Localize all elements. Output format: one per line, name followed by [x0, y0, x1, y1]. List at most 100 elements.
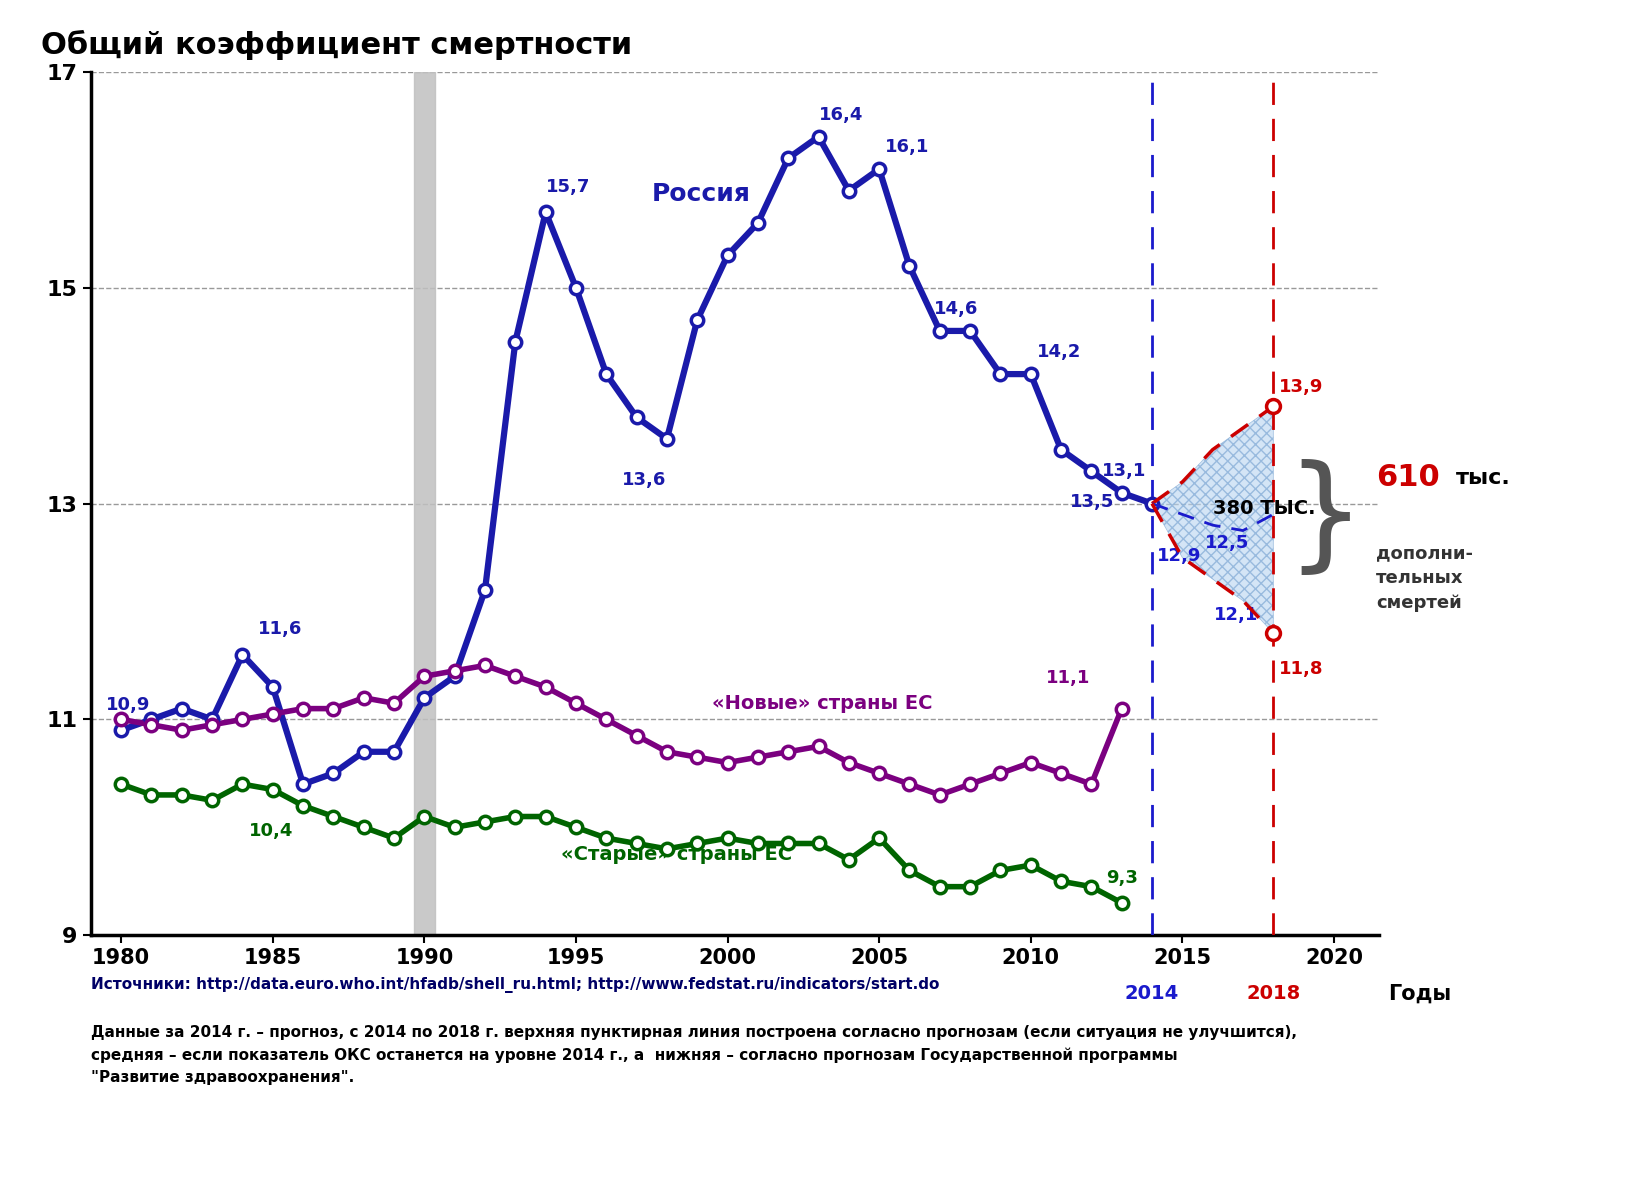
Point	[532, 203, 558, 222]
Point	[472, 812, 499, 831]
Point	[230, 645, 256, 664]
Point	[1047, 764, 1074, 783]
Point	[411, 807, 438, 826]
Polygon shape	[1151, 406, 1274, 633]
Text: 13,5: 13,5	[1070, 493, 1115, 511]
Point	[441, 662, 468, 681]
Point	[897, 861, 923, 880]
Point	[654, 429, 681, 448]
Text: Данные за 2014 г. – прогноз, с 2014 по 2018 г. верхняя пунктирная линия построен: Данные за 2014 г. – прогноз, с 2014 по 2…	[91, 1025, 1297, 1085]
Point	[230, 710, 256, 729]
Point	[988, 764, 1014, 783]
Point	[502, 807, 529, 826]
Point	[927, 878, 953, 897]
Point	[897, 257, 923, 276]
Point	[927, 321, 953, 341]
Point	[441, 667, 468, 686]
Text: 2014: 2014	[1125, 983, 1180, 1002]
Point	[411, 667, 438, 686]
Point	[502, 332, 529, 351]
Text: 12,1: 12,1	[1214, 605, 1259, 625]
Point	[350, 818, 377, 837]
Point	[684, 747, 710, 766]
Point	[988, 861, 1014, 880]
Point	[775, 835, 801, 854]
Point	[563, 278, 590, 297]
Point	[472, 580, 499, 600]
Point	[897, 775, 923, 794]
Point	[320, 807, 347, 826]
Point	[866, 829, 892, 848]
Point	[805, 127, 831, 146]
Point	[563, 693, 590, 712]
Text: 12,5: 12,5	[1204, 534, 1249, 552]
Text: 380 ТЫС.: 380 ТЫС.	[1213, 500, 1315, 518]
Point	[775, 742, 801, 761]
Point	[198, 791, 225, 811]
Text: дополни-
тельных
смертей: дополни- тельных смертей	[1376, 544, 1474, 611]
Point	[259, 704, 286, 723]
Point	[836, 181, 862, 200]
Text: 14,2: 14,2	[1037, 343, 1080, 361]
Text: 10,4: 10,4	[248, 821, 292, 840]
Point	[1260, 623, 1287, 643]
Point	[1108, 699, 1135, 718]
Point	[198, 710, 225, 729]
Point	[411, 688, 438, 707]
Text: Годы: Годы	[1389, 983, 1452, 1004]
Point	[714, 753, 740, 772]
Point	[350, 742, 377, 761]
Point	[532, 677, 558, 697]
Point	[259, 677, 286, 697]
Point	[745, 835, 771, 854]
Point	[350, 688, 377, 707]
Point	[107, 710, 134, 729]
Point	[593, 710, 620, 729]
Text: 15,7: 15,7	[545, 177, 590, 195]
Point	[1108, 893, 1135, 912]
Point	[714, 829, 740, 848]
Text: 10,9: 10,9	[106, 695, 150, 713]
Text: 13,1: 13,1	[1102, 462, 1146, 480]
Text: 11,1: 11,1	[1046, 669, 1090, 687]
Point	[139, 785, 165, 805]
Point	[745, 747, 771, 766]
Point	[957, 775, 983, 794]
Text: 12,9: 12,9	[1156, 547, 1201, 565]
Point	[927, 785, 953, 805]
Text: }: }	[1285, 459, 1365, 580]
Point	[1260, 397, 1287, 416]
Point	[623, 408, 649, 427]
Text: 14,6: 14,6	[933, 300, 978, 318]
Point	[1108, 483, 1135, 502]
Text: 13,9: 13,9	[1279, 378, 1323, 396]
Point	[805, 835, 831, 854]
Point	[957, 878, 983, 897]
Point	[1018, 364, 1044, 384]
Point	[441, 818, 468, 837]
Point	[502, 667, 529, 686]
Point	[289, 796, 316, 815]
Point	[382, 742, 408, 761]
Point	[198, 715, 225, 734]
Text: 9,3: 9,3	[1107, 868, 1138, 886]
Point	[866, 159, 892, 179]
Text: 16,1: 16,1	[885, 138, 930, 156]
Point	[1047, 872, 1074, 891]
Point	[957, 321, 983, 341]
Point	[714, 246, 740, 265]
Point	[289, 775, 316, 794]
Point	[623, 835, 649, 854]
Point	[866, 764, 892, 783]
Point	[139, 715, 165, 734]
Text: Общий коэффициент смертности: Общий коэффициент смертности	[41, 30, 633, 60]
Text: 11,8: 11,8	[1279, 659, 1323, 679]
Point	[684, 311, 710, 330]
Point	[654, 839, 681, 858]
Point	[107, 721, 134, 740]
Point	[382, 693, 408, 712]
Point	[1018, 753, 1044, 772]
Point	[654, 742, 681, 761]
Point	[1079, 878, 1105, 897]
Text: Источники: http://data.euro.who.int/hfadb/shell_ru.html; http://www.fedstat.ru/i: Источники: http://data.euro.who.int/hfad…	[91, 977, 940, 993]
